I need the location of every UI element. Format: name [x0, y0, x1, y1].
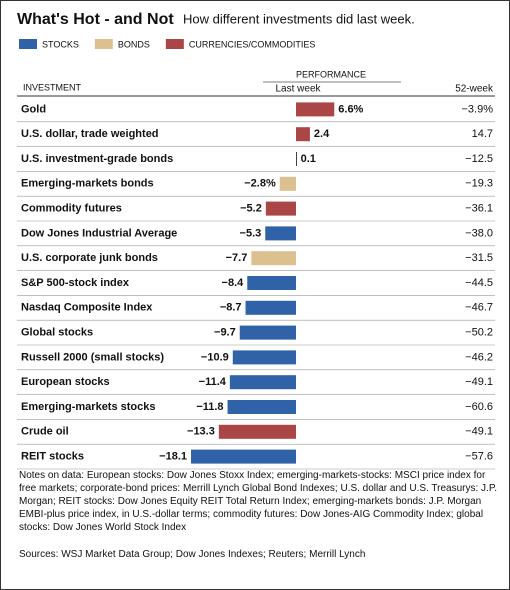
bar — [218, 424, 296, 439]
week52-label: −12.5 — [465, 153, 493, 165]
bar — [279, 176, 296, 191]
category-label: Russell 2000 (small stocks) — [21, 351, 164, 363]
bar — [265, 226, 296, 241]
bar — [251, 251, 296, 266]
value-label: −5.2 — [240, 203, 262, 215]
bar — [239, 325, 296, 340]
category-label: Crude oil — [21, 426, 69, 438]
week52-label: −36.1 — [465, 203, 493, 215]
legend-label: STOCKS — [42, 39, 79, 49]
legend-label: CURRENCIES/COMMODITIES — [189, 39, 316, 49]
category-label: REIT stocks — [21, 451, 84, 463]
value-header: Last week — [275, 84, 321, 95]
week52-label: −49.1 — [465, 376, 493, 388]
week52-label: −46.2 — [465, 351, 493, 363]
value-label: −18.1 — [159, 451, 187, 463]
legend-label: BONDS — [118, 39, 150, 49]
category-label: European stocks — [21, 376, 110, 388]
value-label: −7.7 — [226, 252, 248, 264]
week52-label: −19.3 — [465, 178, 493, 190]
week52-label: −50.2 — [465, 327, 493, 339]
week52-label: −44.5 — [465, 277, 493, 289]
category-label: Nasdaq Composite Index — [21, 302, 153, 314]
bar — [232, 350, 296, 365]
bar — [229, 375, 296, 390]
category-label: U.S. investment-grade bonds — [21, 153, 173, 165]
value-label: 2.4 — [314, 128, 330, 140]
bar — [191, 449, 296, 464]
bar — [265, 201, 296, 216]
bar — [296, 127, 310, 142]
week52-label: −46.7 — [465, 302, 493, 314]
sources: Sources: WSJ Market Data Group; Dow Jone… — [19, 549, 366, 560]
category-header: INVESTMENT — [23, 82, 82, 92]
week52-label: −57.6 — [465, 451, 493, 463]
category-label: U.S. dollar, trade weighted — [21, 128, 159, 140]
value-label: 0.1 — [301, 153, 316, 165]
legend-swatch — [165, 39, 184, 49]
category-label: Gold — [21, 103, 46, 115]
category-label: Global stocks — [21, 327, 93, 339]
bar — [296, 102, 335, 117]
value-label: −8.7 — [220, 302, 242, 314]
category-label: Dow Jones Industrial Average — [21, 227, 177, 239]
week52-header: 52-week — [455, 84, 494, 95]
category-label: Emerging-markets stocks — [21, 401, 156, 413]
value-label: −2.8% — [244, 178, 276, 190]
value-label: −10.9 — [201, 351, 229, 363]
week52-label: −38.0 — [465, 227, 493, 239]
week52-label: −3.9% — [462, 103, 494, 115]
bar — [247, 276, 296, 290]
group-header: PERFORMANCE — [296, 69, 366, 79]
bar — [227, 400, 296, 414]
week52-label: 14.7 — [472, 128, 493, 140]
legend-swatch — [19, 39, 37, 49]
value-label: −11.4 — [199, 376, 227, 388]
week52-label: −60.6 — [465, 401, 493, 413]
notes: Notes on data: European stocks: Dow Jone… — [19, 470, 497, 533]
value-label: −9.7 — [214, 327, 236, 339]
bar — [245, 300, 296, 315]
category-label: U.S. corporate junk bonds — [21, 252, 158, 264]
value-label: −13.3 — [187, 426, 215, 438]
bar — [296, 152, 297, 166]
week52-label: −49.1 — [465, 426, 493, 438]
value-label: 6.6% — [338, 103, 363, 115]
chart-subtitle: How different investments did last week. — [183, 11, 415, 26]
category-label: S&P 500-stock index — [21, 277, 130, 289]
value-label: −11.8 — [196, 401, 223, 413]
value-label: −5.3 — [240, 227, 262, 239]
week52-label: −31.5 — [465, 252, 493, 264]
chart-title: What's Hot - and Not — [17, 11, 174, 28]
category-label: Emerging-markets bonds — [21, 178, 154, 190]
category-label: Commodity futures — [21, 203, 122, 215]
value-label: −8.4 — [222, 277, 245, 289]
legend-swatch — [94, 39, 113, 49]
